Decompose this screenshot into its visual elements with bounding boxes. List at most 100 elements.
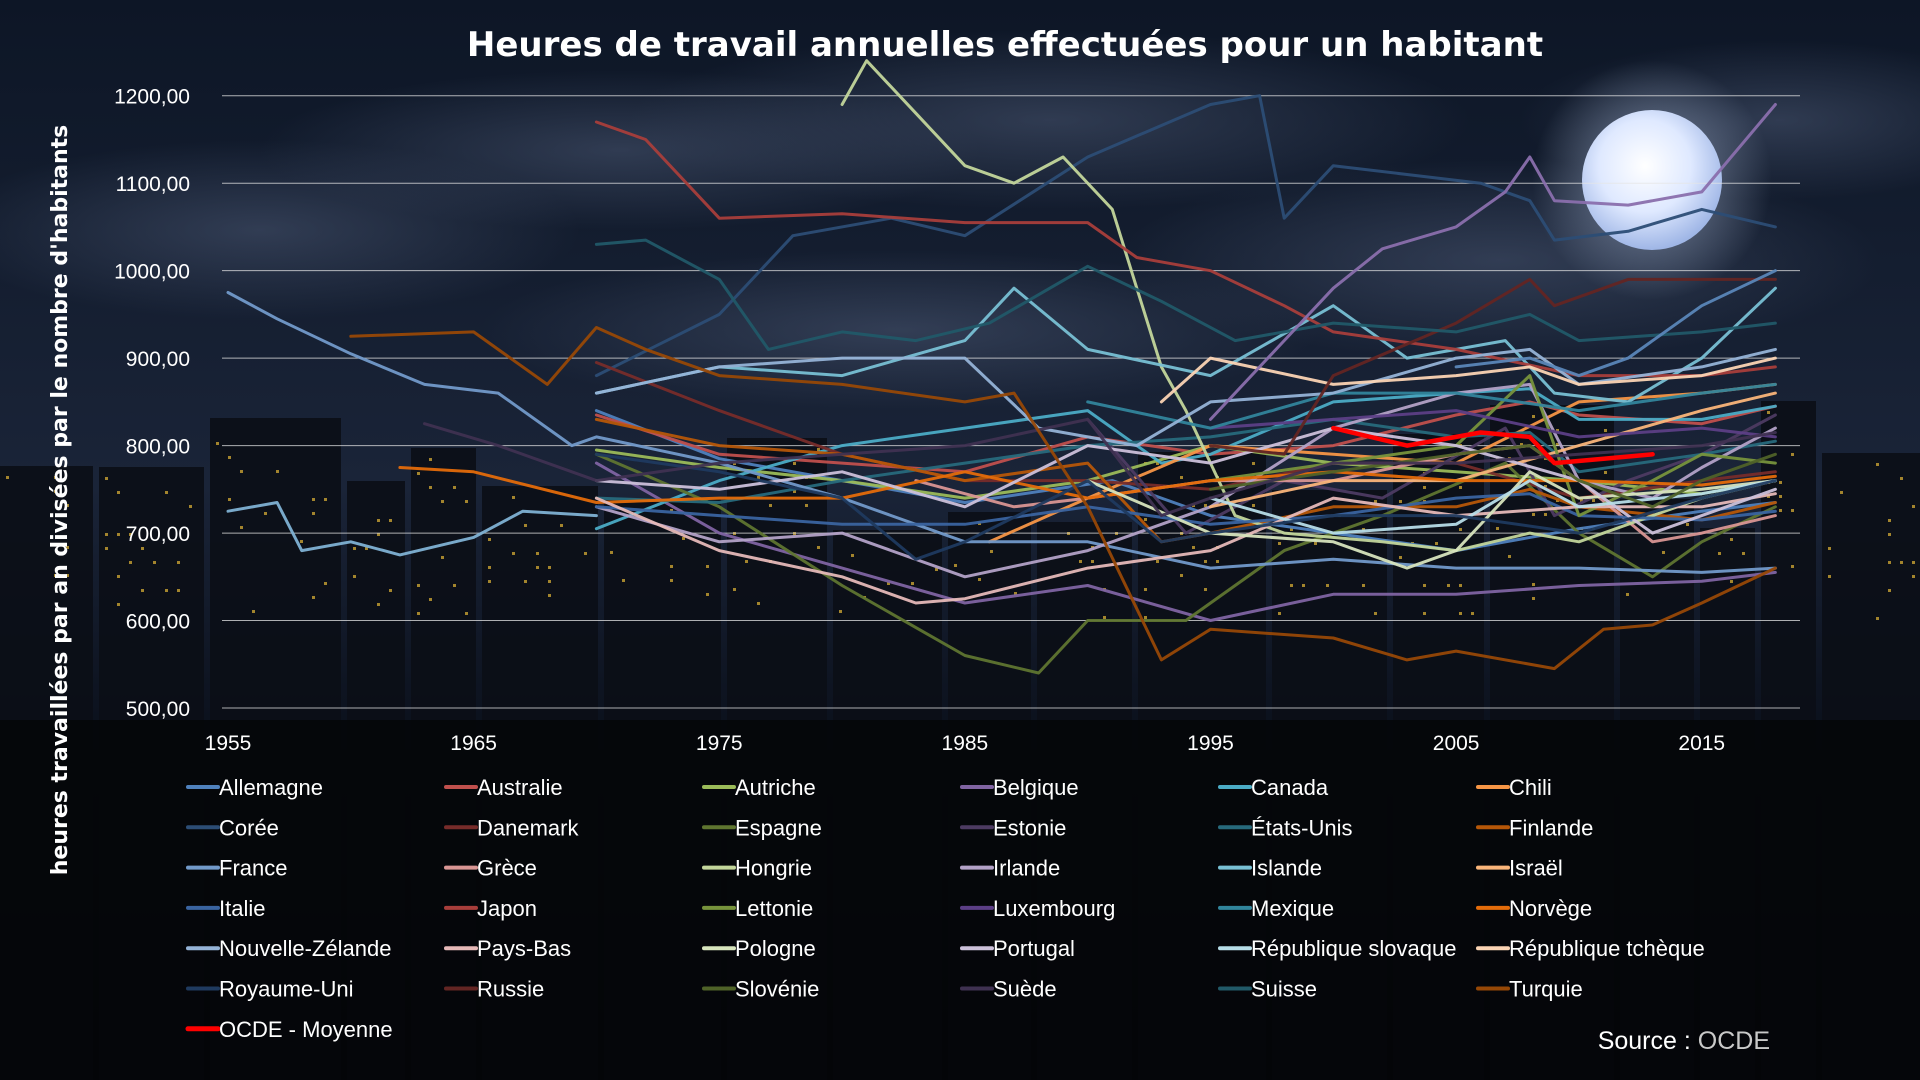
legend-label: Canada: [1251, 775, 1329, 800]
x-tick-label: 1975: [696, 732, 743, 755]
legend-label: Suisse: [1251, 977, 1317, 1002]
legend-item: Russie: [444, 977, 544, 1002]
legend-label: Pologne: [735, 936, 816, 961]
legend-item: Danemark: [444, 815, 579, 840]
legend-item: Nouvelle-Zélande: [186, 936, 391, 961]
legend-label: Espagne: [735, 815, 822, 840]
series-lines: [226, 59, 1777, 675]
source-note: Source : OCDE: [1598, 1027, 1770, 1055]
x-tick-label: 1985: [942, 732, 989, 755]
x-tick-label: 1995: [1187, 732, 1234, 755]
legend-item: Irlande: [960, 856, 1060, 881]
legend-label: États-Unis: [1251, 815, 1352, 840]
series-line-suisse: [594, 238, 1777, 351]
legend-label: Belgique: [993, 775, 1079, 800]
legend-item: Pologne: [702, 936, 816, 961]
legend-item: Suède: [960, 977, 1057, 1002]
legend-label: Israël: [1509, 856, 1563, 881]
legend-item: Allemagne: [186, 775, 323, 800]
legend-label: France: [219, 856, 287, 881]
y-axis-label: heures travaillées par an divisées par l…: [48, 125, 73, 876]
legend-item: États-Unis: [1218, 815, 1352, 840]
legend-item: Hongrie: [702, 856, 812, 881]
series-line--tats-unis: [594, 417, 1777, 504]
legend-label: OCDE - Moyenne: [219, 1017, 393, 1042]
legend-item: Pays-Bas: [444, 936, 571, 961]
x-tick-label: 2015: [1678, 732, 1725, 755]
legend-item: Japon: [444, 896, 537, 921]
legend-label: Lettonie: [735, 896, 813, 921]
legend-label: Australie: [477, 775, 563, 800]
legend-label: Portugal: [993, 936, 1075, 961]
series-line-islande: [594, 286, 1777, 404]
series-line-r-publique-tch-que: [1159, 356, 1777, 404]
legend-label: Nouvelle-Zélande: [219, 936, 391, 961]
legend-label: Norvège: [1509, 896, 1592, 921]
legend-item: Portugal: [960, 936, 1075, 961]
legend-label: Corée: [219, 815, 279, 840]
legend-item: Espagne: [702, 815, 822, 840]
series-line-ocde-moyenne: [1331, 425, 1655, 466]
legend-label: Russie: [477, 977, 544, 1002]
legend-item: Mexique: [1218, 896, 1334, 921]
y-tick-label: 900,00: [126, 348, 190, 371]
legend-label: Allemagne: [219, 775, 323, 800]
y-tick-label: 1200,00: [114, 86, 190, 109]
y-tick-label: 800,00: [126, 436, 190, 459]
series-line-unlabeled-39: [226, 501, 598, 557]
series-line-pologne: [1086, 470, 1777, 570]
series-line-r-publique-slovaque: [1209, 479, 1777, 535]
legend-label: Estonie: [993, 815, 1066, 840]
legend-item: République slovaque: [1218, 936, 1457, 961]
legend-item: OCDE - Moyenne: [185, 1017, 393, 1042]
legend-item: République tchèque: [1476, 936, 1705, 961]
legend-label: Grèce: [477, 856, 537, 881]
series-line-turquie: [349, 326, 1777, 671]
series-line-hongrie: [840, 59, 1777, 553]
legend-label: Irlande: [993, 856, 1060, 881]
source-separator: :: [1677, 1027, 1698, 1055]
legend-item: Lettonie: [702, 896, 813, 921]
legend-label: Finlande: [1509, 815, 1593, 840]
legend-label: République tchèque: [1509, 936, 1705, 961]
source-value: OCDE: [1698, 1027, 1770, 1055]
series-line-russie: [1209, 277, 1777, 456]
legend-item: France: [186, 856, 287, 881]
series-line-royaume-uni: [594, 452, 1777, 561]
legend-label: Islande: [1251, 856, 1322, 881]
y-tick-label: 600,00: [126, 611, 190, 634]
series-line-mexique: [1086, 382, 1777, 430]
legend-label: Mexique: [1251, 896, 1334, 921]
y-tick-label: 1000,00: [114, 261, 190, 284]
legend-label: République slovaque: [1251, 936, 1457, 961]
legend-label: Luxembourg: [993, 896, 1115, 921]
legend-item: Australie: [444, 775, 563, 800]
series-line-pays-bas: [594, 492, 1777, 605]
x-tick-label: 1955: [205, 732, 252, 755]
legend-label: Danemark: [477, 815, 579, 840]
series-line-su-de: [423, 417, 1777, 518]
legend-label: Slovénie: [735, 977, 819, 1002]
legend-label: Japon: [477, 896, 537, 921]
series-line-cor-e: [594, 94, 1777, 378]
legend-item: Turquie: [1476, 977, 1583, 1002]
series-line-luxembourg: [1209, 409, 1777, 439]
legend-item: Autriche: [702, 775, 816, 800]
y-tick-label: 500,00: [126, 698, 190, 721]
legend-item: Royaume-Uni: [186, 977, 354, 1002]
y-tick-label: 700,00: [126, 523, 190, 546]
series-line-italie: [594, 492, 1777, 526]
legend-item: Estonie: [960, 815, 1066, 840]
y-axis-ticks: 500,00 600,00 700,00 800,00 900,00 1000,00 110…: [114, 86, 190, 721]
city-skyline: [0, 401, 1920, 1080]
x-tick-label: 2005: [1433, 732, 1480, 755]
series-line-lettonie: [1209, 374, 1777, 518]
x-axis-ticks: 1955 1965 1975 1985 1995 2005 2015: [205, 732, 1725, 755]
legend-item: Canada: [1218, 775, 1329, 800]
legend-item: Grèce: [444, 856, 537, 881]
series-line-estonie: [1086, 413, 1777, 535]
legend-label: Hongrie: [735, 856, 812, 881]
series-line-portugal: [594, 426, 1777, 535]
